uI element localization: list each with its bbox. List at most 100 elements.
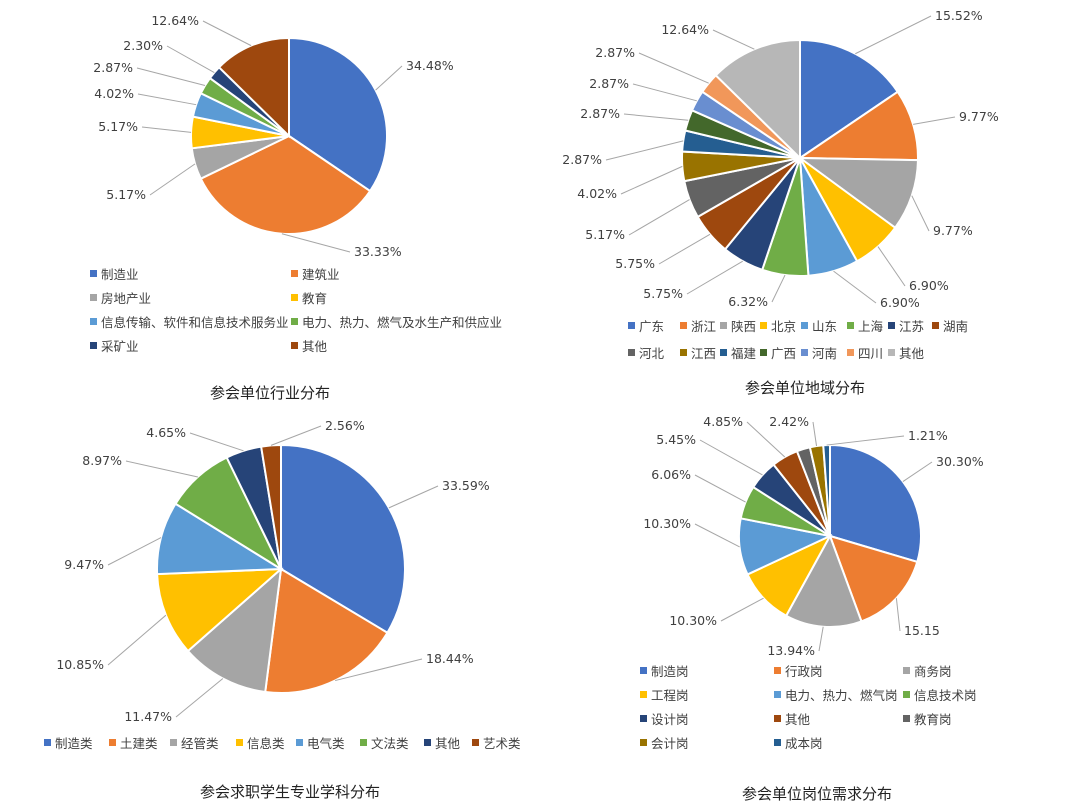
legend-label: 工程岗 [651,688,689,703]
slice-percent-label: 10.30% [669,613,717,628]
legend-label: 其他 [899,346,925,361]
leader-line [136,67,206,86]
legend-label: 山东 [812,319,837,334]
leader-line [620,165,683,195]
legend-swatch [680,322,687,329]
slice-percent-label: 15.15 [904,623,940,638]
legend-swatch [44,739,51,746]
leader-line [137,93,197,106]
leader-line [658,233,711,265]
legend-swatch [720,322,727,329]
legend-label: 浙江 [691,319,716,334]
pie-chart-1: 34.48% 33.33% 5.17% 5.17% 4.02% 2.87% 2.30% 12.… [90,13,502,402]
legend-swatch [291,318,298,325]
legend-swatch [888,349,895,356]
pie-chart-3: 33.59% 18.44% 11.47% 10.85% 9.47% 8.97% 4.65% 2… [44,418,521,801]
legend-swatch [720,349,727,356]
slice-percent-label: 33.33% [354,244,402,259]
pie-slice [799,38,900,160]
chart-title: 参会求职学生专业学科分布 [200,783,380,801]
slice-percent-label: 2.30% [123,38,163,53]
legend-label: 教育 [302,291,327,306]
leader-line [855,15,932,55]
leader-line [902,461,933,482]
leader-line [107,614,167,666]
pie-slice [288,36,388,193]
leader-line [812,421,818,447]
legend-label: 信息技术岗 [914,688,977,703]
legend-label: 建筑业 [302,267,340,282]
legend-label: 其他 [785,712,811,727]
slice-percent-label: 5.75% [643,286,683,301]
legend-swatch [296,739,303,746]
legend-label: 电气类 [307,736,345,751]
slice-percent-label: 12.64% [151,13,199,28]
legend-swatch [888,322,895,329]
slice-percent-label: 2.87% [562,152,602,167]
legend-swatch [932,322,939,329]
leader-line [141,126,192,133]
pie-slice [784,533,863,628]
legend-label: 四川 [858,346,883,361]
legend-label: 土建类 [120,736,158,751]
legend-label: 会计岗 [651,736,689,751]
slice-percent-label: 1.21% [908,428,948,443]
pie-chart-2: 15.52% 9.77% 9.77% 6.90% 6.90% 6.32% 5.75% 5.75… [562,8,999,397]
leader-line [149,163,196,196]
leader-line [202,20,252,47]
slice-percent-label: 5.17% [98,119,138,134]
legend-label: 信息传输、软件和信息技术服务业 [101,315,289,330]
legend-swatch [903,667,910,674]
slice-percent-label: 30.30% [936,454,984,469]
legend-swatch [424,739,431,746]
slice-percent-label: 5.45% [656,432,696,447]
legend-label: 北京 [771,319,796,334]
legend-swatch [774,715,781,722]
chart-title: 参会单位行业分布 [210,384,330,402]
legend-label: 其他 [302,339,328,354]
leader-line [281,233,351,253]
slice-percent-label: 2.87% [580,106,620,121]
legend-swatch [472,739,479,746]
slice-percent-label: 33.59% [442,478,490,493]
leader-line [826,435,905,446]
legend-label: 制造类 [55,736,93,751]
legend-swatch [680,349,687,356]
legend-label: 陕西 [731,319,756,334]
legend-swatch [628,322,635,329]
leader-line [189,432,244,452]
legend-label: 河北 [639,346,665,361]
leader-line [746,421,786,458]
legend-label: 电力、热力、燃气及水生产和供应业 [302,315,502,330]
slice-percent-label: 6.90% [880,295,920,310]
slice-percent-label: 11.47% [124,709,172,724]
pie-slice [280,443,406,635]
leader-line [388,485,439,509]
slice-percent-label: 10.30% [643,516,691,531]
leader-line [895,598,901,632]
legend-label: 房地产业 [101,291,151,306]
leader-line [686,260,744,295]
chart-title: 参会单位地域分布 [745,379,865,397]
leader-line [720,597,764,622]
leader-line [699,439,763,476]
slice-percent-label: 10.85% [56,657,104,672]
leader-line [623,113,689,121]
leader-line [632,83,697,102]
legend-label: 江苏 [899,319,924,334]
slice-percent-label: 2.87% [93,60,133,75]
pie-slice [829,443,922,564]
leader-line [911,195,930,232]
legend-label: 广西 [771,346,796,361]
legend-swatch [640,667,647,674]
slice-percent-label: 9.77% [933,223,973,238]
legend-label: 设计岗 [651,712,689,727]
legend-swatch [847,322,854,329]
legend-label: 上海 [858,319,884,334]
leader-line [771,274,786,303]
slice-percent-label: 6.90% [909,278,949,293]
leader-line [877,246,906,287]
slice-percent-label: 34.48% [406,58,454,73]
leader-line [107,537,162,566]
